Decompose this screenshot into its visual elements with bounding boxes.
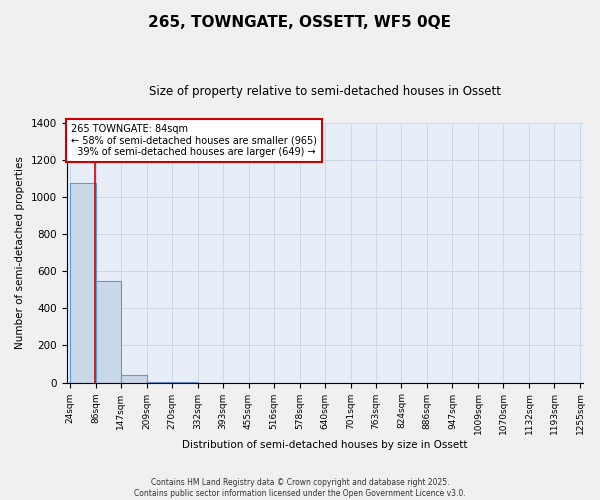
Text: 265, TOWNGATE, OSSETT, WF5 0QE: 265, TOWNGATE, OSSETT, WF5 0QE	[149, 15, 452, 30]
Bar	[95, 280, 121, 382]
Text: 265 TOWNGATE: 84sqm
← 58% of semi-detached houses are smaller (965)
  39% of sem: 265 TOWNGATE: 84sqm ← 58% of semi-detach…	[71, 124, 317, 157]
Text: Contains HM Land Registry data © Crown copyright and database right 2025.
Contai: Contains HM Land Registry data © Crown c…	[134, 478, 466, 498]
Bar	[70, 183, 95, 382]
Title: Size of property relative to semi-detached houses in Ossett: Size of property relative to semi-detach…	[149, 85, 501, 98]
Bar	[121, 375, 146, 382]
X-axis label: Distribution of semi-detached houses by size in Ossett: Distribution of semi-detached houses by …	[182, 440, 468, 450]
Y-axis label: Number of semi-detached properties: Number of semi-detached properties	[15, 156, 25, 349]
